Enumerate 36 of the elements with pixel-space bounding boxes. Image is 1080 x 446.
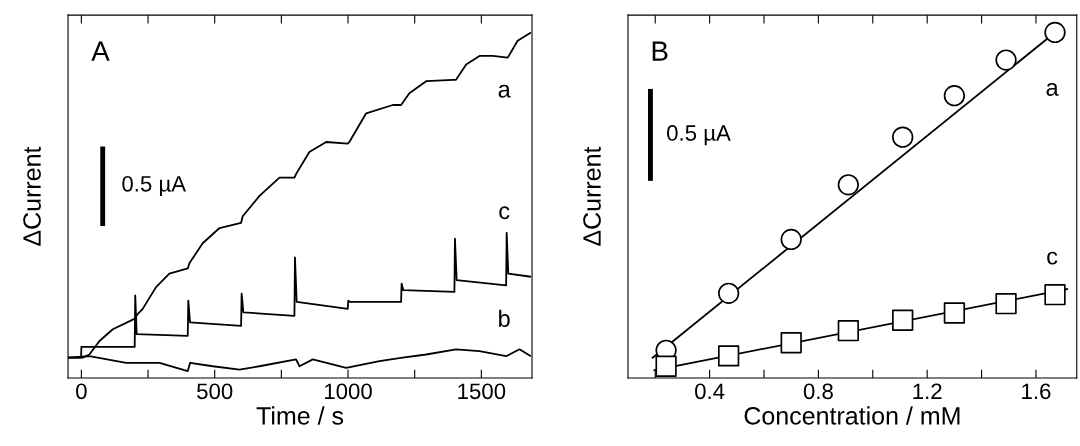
point (995, 49, 1017, 71)
annotation: c (499, 206, 510, 220)
point (780, 228, 802, 251)
annotation: a (498, 84, 511, 98)
point (717, 282, 740, 304)
annotation: c (1047, 251, 1058, 265)
annotation: 0.5 µA (122, 175, 187, 197)
x-tick-label: 0.4 (695, 383, 725, 400)
point (892, 126, 914, 148)
point (780, 332, 802, 354)
x-tick-label: 0.8 (803, 383, 833, 400)
annotation: a (1046, 82, 1059, 96)
x-axis-title: Time / s (256, 406, 344, 425)
x-tick-label: 1.6 (1022, 383, 1051, 400)
point (1044, 21, 1066, 44)
x-tick-label: 500 (197, 383, 233, 400)
x-tick-label: 0 (76, 383, 87, 400)
point (717, 345, 740, 367)
point (943, 302, 966, 324)
point (943, 85, 966, 107)
point (995, 293, 1017, 315)
x-axis-title: Concentration / mM (744, 406, 960, 425)
point (837, 174, 859, 196)
annotation: b (499, 309, 510, 327)
point (1044, 284, 1066, 306)
point (655, 355, 677, 377)
x-tick-label: 1000 (325, 383, 372, 400)
annotation: A (91, 41, 110, 61)
annotation: 0.5 µA (667, 125, 731, 146)
y-axis-title: ΔCurrent (23, 146, 41, 246)
x-tick-label: 1500 (458, 383, 506, 400)
y-axis-title: ΔCurrent (583, 146, 601, 246)
x-tick-label: 1.2 (913, 383, 942, 399)
point (892, 309, 914, 331)
annotation: B (652, 41, 668, 61)
point (837, 319, 859, 342)
